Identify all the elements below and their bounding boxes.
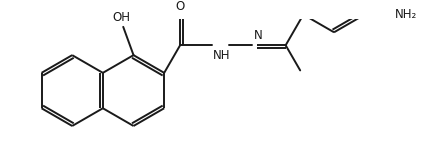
Text: N: N [254, 29, 263, 42]
Text: O: O [175, 0, 185, 13]
Text: NH₂: NH₂ [395, 8, 417, 21]
Text: NH: NH [213, 49, 230, 62]
Text: OH: OH [112, 11, 130, 24]
